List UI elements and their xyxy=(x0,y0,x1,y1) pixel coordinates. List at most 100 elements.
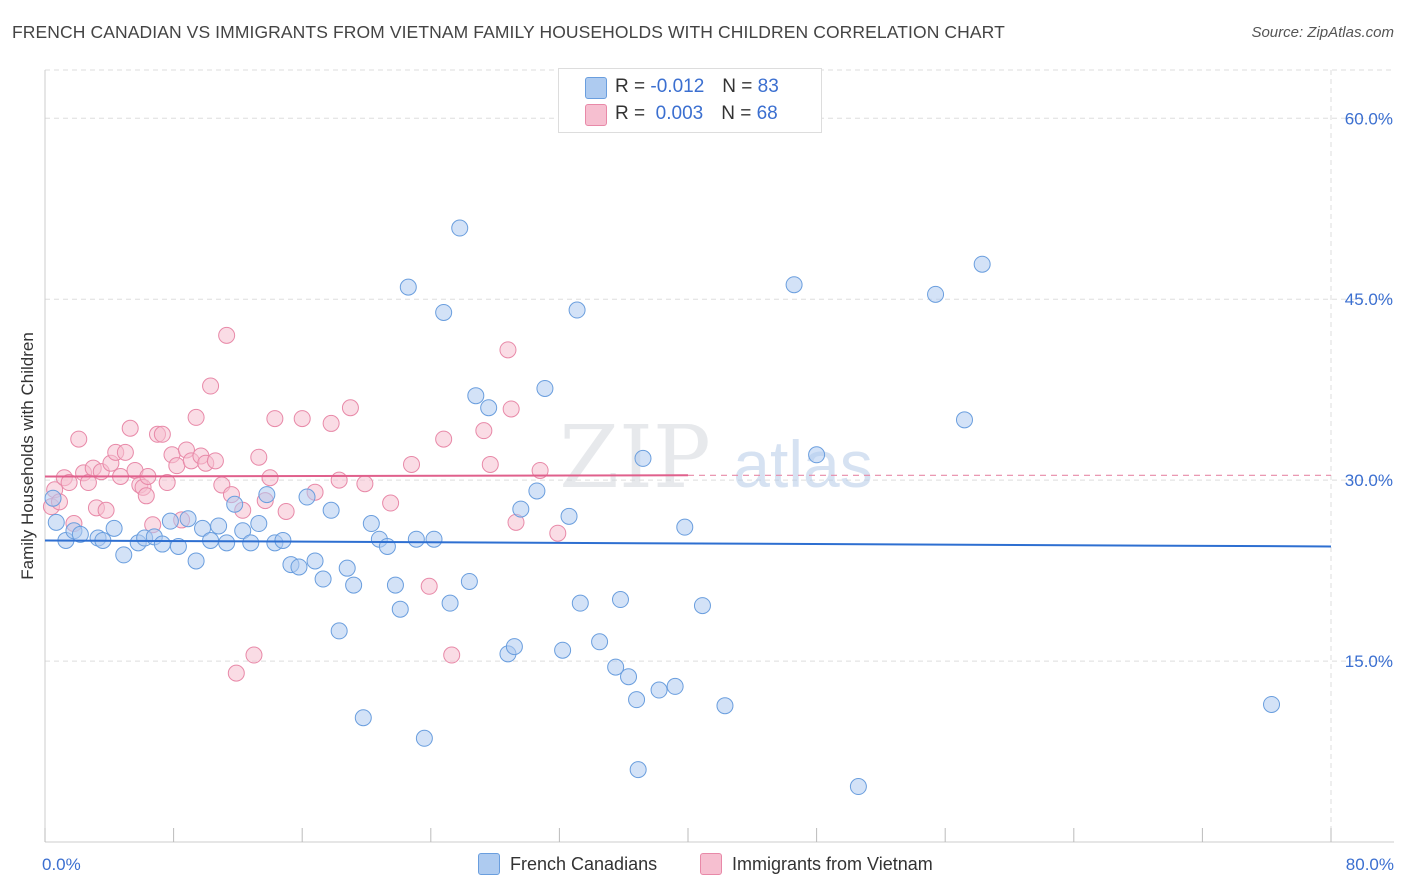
n-value: 68 xyxy=(756,103,778,124)
data-point-vietnam xyxy=(153,425,171,443)
data-point-french-canadian xyxy=(505,638,523,656)
data-point-french-canadian xyxy=(611,591,629,609)
data-point-french-canadian xyxy=(591,633,609,651)
legend-label: Immigrants from Vietnam xyxy=(732,853,933,874)
data-point-vietnam xyxy=(70,430,88,448)
data-point-french-canadian xyxy=(607,658,625,676)
data-point-french-canadian xyxy=(338,559,356,577)
data-point-vietnam xyxy=(382,494,400,512)
grid-lines xyxy=(45,69,1394,842)
axes xyxy=(44,70,1394,843)
legend-row-vietnam: R = 0.003 N = 68 xyxy=(615,103,778,125)
data-point-french-canadian xyxy=(415,729,433,747)
y-tick-labels: 15.0% 30.0% 45.0% 60.0% xyxy=(1345,109,1393,671)
legend-row-french-canadians: R = -0.012 N = 83 xyxy=(615,76,779,98)
trend-lines xyxy=(44,474,1332,548)
n-label: N = xyxy=(722,76,753,97)
data-point-french-canadian xyxy=(560,507,578,525)
data-point-vietnam xyxy=(158,474,176,492)
data-point-french-canadian xyxy=(354,709,372,727)
data-point-french-canadian xyxy=(568,301,586,319)
legend-item-immigrants-from-vietnam: Immigrants from Vietnam xyxy=(700,852,933,876)
data-point-vietnam xyxy=(330,471,348,489)
data-point-french-canadian xyxy=(528,482,546,500)
data-point-french-canadian xyxy=(250,515,268,533)
data-point-french-canadian xyxy=(44,489,62,507)
legend-label: French Canadians xyxy=(510,853,658,874)
data-point-french-canadian xyxy=(210,517,228,535)
data-point-french-canadian xyxy=(955,411,973,429)
data-point-french-canadian xyxy=(362,515,380,533)
data-point-french-canadian xyxy=(1263,695,1281,713)
n-label: N = xyxy=(721,103,752,124)
data-point-vietnam xyxy=(403,455,421,473)
legend-swatch-pink xyxy=(700,853,722,875)
series-immigrants-from-vietnam xyxy=(42,326,567,682)
data-point-french-canadian xyxy=(314,570,332,588)
data-point-french-canadian xyxy=(650,681,668,699)
watermark-atlas: atlas xyxy=(733,427,872,501)
legend-swatch-blue xyxy=(478,853,500,875)
data-point-vietnam xyxy=(137,487,155,505)
data-point-vietnam xyxy=(245,646,263,664)
data-point-vietnam xyxy=(549,524,567,542)
data-point-vietnam xyxy=(227,664,245,682)
data-point-french-canadian xyxy=(274,531,292,549)
legend-swatch-pink xyxy=(585,104,607,126)
data-point-french-canadian xyxy=(785,276,803,294)
data-point-french-canadian xyxy=(973,255,991,273)
data-point-vietnam xyxy=(420,577,438,595)
data-point-french-canadian xyxy=(386,576,404,594)
data-point-french-canadian xyxy=(115,546,133,564)
data-point-french-canadian xyxy=(849,778,867,796)
data-point-french-canadian xyxy=(467,387,485,405)
data-point-french-canadian xyxy=(480,399,498,417)
data-point-vietnam xyxy=(531,461,549,479)
data-point-french-canadian xyxy=(391,600,409,618)
data-point-french-canadian xyxy=(153,535,171,553)
data-point-french-canadian xyxy=(425,530,443,548)
legend-swatch-blue xyxy=(585,77,607,99)
data-point-vietnam xyxy=(481,455,499,473)
data-point-french-canadian xyxy=(716,697,734,715)
r-label: R = xyxy=(615,103,646,124)
y-tick-label: 30.0% xyxy=(1345,471,1393,490)
data-point-french-canadian xyxy=(460,572,478,590)
data-point-vietnam xyxy=(168,457,186,475)
r-label: R = xyxy=(615,76,646,97)
data-point-french-canadian xyxy=(620,668,638,686)
n-value: 83 xyxy=(757,76,779,97)
r-value: 0.003 xyxy=(655,103,704,124)
data-point-french-canadian xyxy=(226,495,244,513)
data-point-french-canadian xyxy=(451,219,469,237)
data-point-french-canadian xyxy=(808,446,826,464)
data-point-french-canadian xyxy=(47,513,65,531)
data-point-french-canadian xyxy=(676,518,694,536)
data-point-french-canadian xyxy=(666,677,684,695)
data-point-vietnam xyxy=(202,377,220,395)
data-point-vietnam xyxy=(60,474,78,492)
data-point-vietnam xyxy=(443,646,461,664)
legend-item-french-canadians: French Canadians xyxy=(478,852,657,876)
data-point-french-canadian xyxy=(169,537,187,555)
data-point-french-canadian xyxy=(290,558,308,576)
data-point-french-canadian xyxy=(234,522,252,540)
data-point-vietnam xyxy=(341,399,359,417)
data-point-french-canadian xyxy=(554,641,572,659)
data-point-french-canadian xyxy=(218,534,236,552)
data-point-french-canadian xyxy=(435,303,453,321)
data-point-french-canadian xyxy=(378,537,396,555)
data-point-french-canadian xyxy=(71,525,89,543)
data-point-vietnam xyxy=(121,419,139,437)
y-axis-label: Family Households with Children xyxy=(18,332,37,580)
data-point-french-canadian xyxy=(322,501,340,519)
data-point-french-canadian xyxy=(628,691,646,709)
data-point-french-canadian xyxy=(187,552,205,570)
data-point-vietnam xyxy=(277,502,295,520)
data-point-vietnam xyxy=(218,326,236,344)
data-point-french-canadian xyxy=(306,552,324,570)
data-point-french-canadian xyxy=(927,285,945,303)
data-point-vietnam xyxy=(116,443,134,461)
data-point-french-canadian xyxy=(330,622,348,640)
